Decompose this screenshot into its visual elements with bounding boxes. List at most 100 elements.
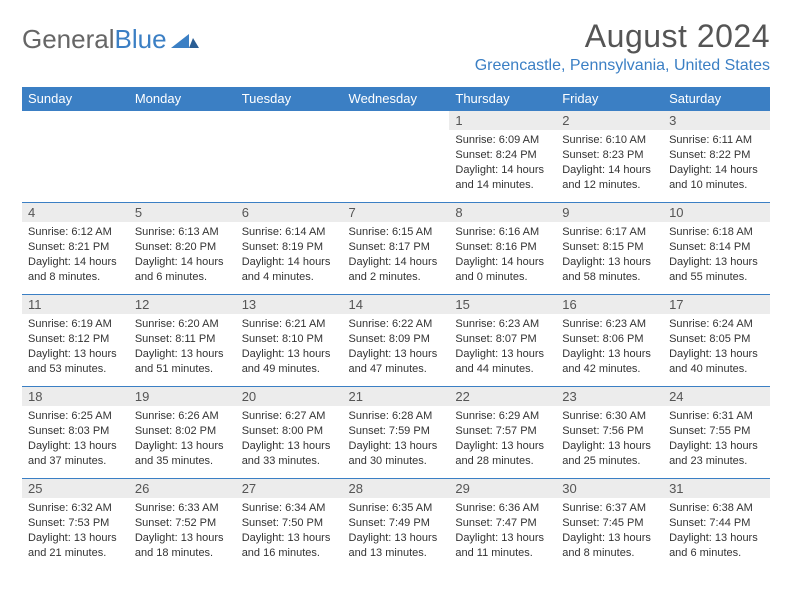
calendar-table: SundayMondayTuesdayWednesdayThursdayFrid… [22, 87, 770, 571]
header: GeneralBlue August 2024 Greencastle, Pen… [22, 18, 770, 75]
day-number: 19 [129, 387, 236, 406]
logo-text-2: Blue [115, 24, 167, 55]
calendar-row: 18Sunrise: 6:25 AMSunset: 8:03 PMDayligh… [22, 387, 770, 479]
day-number: 21 [343, 387, 450, 406]
logo: GeneralBlue [22, 18, 199, 55]
calendar-row: 25Sunrise: 6:32 AMSunset: 7:53 PMDayligh… [22, 479, 770, 571]
day-details: Sunrise: 6:12 AMSunset: 8:21 PMDaylight:… [22, 222, 129, 288]
calendar-cell: 23Sunrise: 6:30 AMSunset: 7:56 PMDayligh… [556, 387, 663, 479]
weekday-header-row: SundayMondayTuesdayWednesdayThursdayFrid… [22, 87, 770, 111]
day-details: Sunrise: 6:32 AMSunset: 7:53 PMDaylight:… [22, 498, 129, 564]
day-details: Sunrise: 6:28 AMSunset: 7:59 PMDaylight:… [343, 406, 450, 472]
day-details: Sunrise: 6:14 AMSunset: 8:19 PMDaylight:… [236, 222, 343, 288]
day-number: 2 [556, 111, 663, 130]
day-details: Sunrise: 6:37 AMSunset: 7:45 PMDaylight:… [556, 498, 663, 564]
day-number: 25 [22, 479, 129, 498]
calendar-cell: 25Sunrise: 6:32 AMSunset: 7:53 PMDayligh… [22, 479, 129, 571]
day-details: Sunrise: 6:35 AMSunset: 7:49 PMDaylight:… [343, 498, 450, 564]
calendar-cell: 1Sunrise: 6:09 AMSunset: 8:24 PMDaylight… [449, 111, 556, 203]
day-details: Sunrise: 6:26 AMSunset: 8:02 PMDaylight:… [129, 406, 236, 472]
day-number: 8 [449, 203, 556, 222]
calendar-cell: 21Sunrise: 6:28 AMSunset: 7:59 PMDayligh… [343, 387, 450, 479]
day-details: Sunrise: 6:22 AMSunset: 8:09 PMDaylight:… [343, 314, 450, 380]
day-details: Sunrise: 6:31 AMSunset: 7:55 PMDaylight:… [663, 406, 770, 472]
day-details: Sunrise: 6:33 AMSunset: 7:52 PMDaylight:… [129, 498, 236, 564]
calendar-cell: 3Sunrise: 6:11 AMSunset: 8:22 PMDaylight… [663, 111, 770, 203]
calendar-cell: 22Sunrise: 6:29 AMSunset: 7:57 PMDayligh… [449, 387, 556, 479]
weekday-header: Thursday [449, 87, 556, 111]
calendar-cell: 2Sunrise: 6:10 AMSunset: 8:23 PMDaylight… [556, 111, 663, 203]
calendar-cell: 5Sunrise: 6:13 AMSunset: 8:20 PMDaylight… [129, 203, 236, 295]
calendar-cell: 7Sunrise: 6:15 AMSunset: 8:17 PMDaylight… [343, 203, 450, 295]
location: Greencastle, Pennsylvania, United States [475, 57, 770, 75]
day-number: 7 [343, 203, 450, 222]
day-number: 1 [449, 111, 556, 130]
day-number: 22 [449, 387, 556, 406]
day-number: 28 [343, 479, 450, 498]
day-number: 20 [236, 387, 343, 406]
logo-mark-icon [171, 24, 199, 55]
day-number: 31 [663, 479, 770, 498]
day-details: Sunrise: 6:36 AMSunset: 7:47 PMDaylight:… [449, 498, 556, 564]
day-details: Sunrise: 6:29 AMSunset: 7:57 PMDaylight:… [449, 406, 556, 472]
logo-text-1: General [22, 24, 115, 55]
day-number: 27 [236, 479, 343, 498]
day-number: 17 [663, 295, 770, 314]
day-number: 4 [22, 203, 129, 222]
calendar-cell: 11Sunrise: 6:19 AMSunset: 8:12 PMDayligh… [22, 295, 129, 387]
calendar-cell: 8Sunrise: 6:16 AMSunset: 8:16 PMDaylight… [449, 203, 556, 295]
calendar-cell: 30Sunrise: 6:37 AMSunset: 7:45 PMDayligh… [556, 479, 663, 571]
weekday-header: Friday [556, 87, 663, 111]
calendar-cell: 17Sunrise: 6:24 AMSunset: 8:05 PMDayligh… [663, 295, 770, 387]
day-number: 6 [236, 203, 343, 222]
calendar-row: 1Sunrise: 6:09 AMSunset: 8:24 PMDaylight… [22, 111, 770, 203]
calendar-cell: 6Sunrise: 6:14 AMSunset: 8:19 PMDaylight… [236, 203, 343, 295]
day-details: Sunrise: 6:34 AMSunset: 7:50 PMDaylight:… [236, 498, 343, 564]
calendar-cell: 4Sunrise: 6:12 AMSunset: 8:21 PMDaylight… [22, 203, 129, 295]
calendar-cell: 15Sunrise: 6:23 AMSunset: 8:07 PMDayligh… [449, 295, 556, 387]
day-number: 14 [343, 295, 450, 314]
day-number: 29 [449, 479, 556, 498]
day-number: 5 [129, 203, 236, 222]
calendar-cell: 10Sunrise: 6:18 AMSunset: 8:14 PMDayligh… [663, 203, 770, 295]
day-number: 23 [556, 387, 663, 406]
day-number: 24 [663, 387, 770, 406]
day-number: 3 [663, 111, 770, 130]
calendar-cell [343, 111, 450, 203]
day-details: Sunrise: 6:15 AMSunset: 8:17 PMDaylight:… [343, 222, 450, 288]
day-details: Sunrise: 6:18 AMSunset: 8:14 PMDaylight:… [663, 222, 770, 288]
calendar-cell: 14Sunrise: 6:22 AMSunset: 8:09 PMDayligh… [343, 295, 450, 387]
day-number: 26 [129, 479, 236, 498]
day-details: Sunrise: 6:23 AMSunset: 8:06 PMDaylight:… [556, 314, 663, 380]
day-number: 10 [663, 203, 770, 222]
day-number: 15 [449, 295, 556, 314]
day-details: Sunrise: 6:24 AMSunset: 8:05 PMDaylight:… [663, 314, 770, 380]
day-details: Sunrise: 6:23 AMSunset: 8:07 PMDaylight:… [449, 314, 556, 380]
day-details: Sunrise: 6:13 AMSunset: 8:20 PMDaylight:… [129, 222, 236, 288]
day-details: Sunrise: 6:27 AMSunset: 8:00 PMDaylight:… [236, 406, 343, 472]
day-number: 18 [22, 387, 129, 406]
day-details: Sunrise: 6:19 AMSunset: 8:12 PMDaylight:… [22, 314, 129, 380]
calendar-cell: 13Sunrise: 6:21 AMSunset: 8:10 PMDayligh… [236, 295, 343, 387]
day-details: Sunrise: 6:21 AMSunset: 8:10 PMDaylight:… [236, 314, 343, 380]
calendar-body: 1Sunrise: 6:09 AMSunset: 8:24 PMDaylight… [22, 111, 770, 571]
month-title: August 2024 [475, 18, 770, 55]
day-details: Sunrise: 6:30 AMSunset: 7:56 PMDaylight:… [556, 406, 663, 472]
day-number: 30 [556, 479, 663, 498]
day-details: Sunrise: 6:09 AMSunset: 8:24 PMDaylight:… [449, 130, 556, 196]
calendar-row: 4Sunrise: 6:12 AMSunset: 8:21 PMDaylight… [22, 203, 770, 295]
calendar-cell: 31Sunrise: 6:38 AMSunset: 7:44 PMDayligh… [663, 479, 770, 571]
calendar-cell: 19Sunrise: 6:26 AMSunset: 8:02 PMDayligh… [129, 387, 236, 479]
day-details: Sunrise: 6:17 AMSunset: 8:15 PMDaylight:… [556, 222, 663, 288]
day-details: Sunrise: 6:11 AMSunset: 8:22 PMDaylight:… [663, 130, 770, 196]
day-number: 11 [22, 295, 129, 314]
weekday-header: Saturday [663, 87, 770, 111]
day-details: Sunrise: 6:16 AMSunset: 8:16 PMDaylight:… [449, 222, 556, 288]
day-number: 13 [236, 295, 343, 314]
day-number: 12 [129, 295, 236, 314]
weekday-header: Tuesday [236, 87, 343, 111]
calendar-cell: 26Sunrise: 6:33 AMSunset: 7:52 PMDayligh… [129, 479, 236, 571]
day-number: 16 [556, 295, 663, 314]
calendar-cell: 9Sunrise: 6:17 AMSunset: 8:15 PMDaylight… [556, 203, 663, 295]
calendar-cell [129, 111, 236, 203]
